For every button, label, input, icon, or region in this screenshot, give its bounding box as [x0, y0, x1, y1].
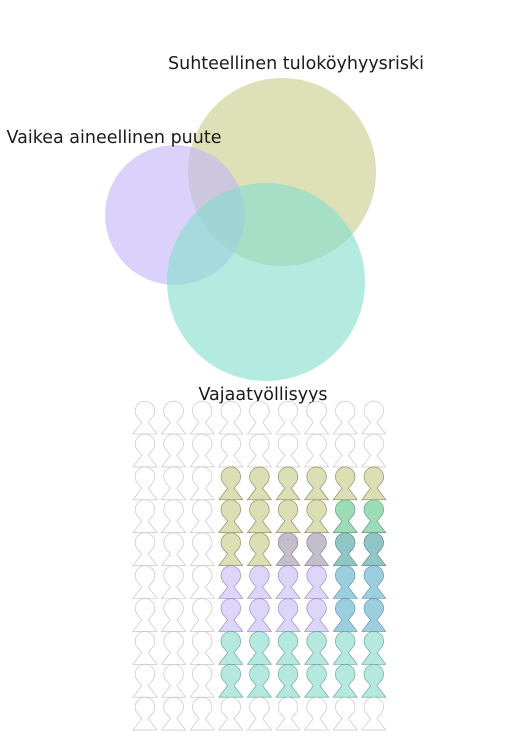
person-icon — [303, 532, 330, 566]
person-icon — [218, 664, 244, 698]
person-icon — [332, 400, 358, 435]
person-icon — [361, 565, 387, 599]
person-icon — [189, 532, 215, 566]
person-icon — [332, 598, 358, 632]
person-icon — [218, 532, 244, 566]
person-icon — [218, 565, 244, 599]
person-icon — [246, 696, 273, 731]
person-icon — [303, 466, 330, 501]
person-icon — [132, 532, 158, 566]
person-icon — [132, 433, 158, 468]
person-icon — [189, 631, 215, 665]
person-icon — [332, 532, 358, 566]
person-icon — [246, 466, 273, 501]
person-icon — [132, 499, 158, 534]
person-icon — [361, 696, 387, 731]
person-icon — [275, 532, 301, 566]
person-icon — [246, 664, 273, 698]
person-icon — [361, 631, 387, 665]
person-icon — [132, 400, 158, 435]
person-icon — [332, 433, 358, 468]
person-icon — [361, 466, 387, 501]
venn-diagram: Suhteellinen tuloköyhyysriski Vaikea ain… — [7, 54, 424, 405]
person-icon — [361, 532, 387, 566]
person-icon — [246, 598, 273, 632]
person-icon — [246, 433, 273, 468]
person-icon — [218, 499, 244, 534]
person-icon — [361, 664, 387, 698]
label-vajaatyöllisyys: Vajaatyöllisyys — [198, 385, 327, 405]
person-icon — [361, 433, 387, 468]
person-icon — [132, 565, 158, 599]
person-icon — [218, 598, 244, 632]
person-icon — [303, 400, 330, 435]
person-icon — [332, 466, 358, 501]
person-icon — [132, 664, 158, 698]
person-icon — [303, 433, 330, 468]
person-icon — [303, 664, 330, 698]
person-icon — [218, 400, 244, 435]
person-icon — [361, 598, 387, 632]
person-icon — [275, 466, 301, 501]
person-icon — [303, 565, 330, 599]
person-icon — [303, 499, 330, 534]
person-icon — [246, 532, 273, 566]
person-icon — [160, 499, 187, 534]
person-icon — [275, 696, 301, 731]
person-icon — [275, 499, 301, 534]
person-icon — [332, 565, 358, 599]
person-icon — [160, 400, 187, 435]
person-icon — [303, 598, 330, 632]
person-icon — [160, 565, 187, 599]
person-icon — [218, 433, 244, 468]
person-icon — [246, 499, 273, 534]
person-icon — [132, 598, 158, 632]
person-icon — [303, 696, 330, 731]
person-icon — [246, 400, 273, 435]
person-icon — [246, 631, 273, 665]
venn-circle-vajaatyöllisyys — [167, 183, 365, 381]
label-aineellinen-puute: Vaikea aineellinen puute — [7, 128, 222, 148]
person-icon — [275, 664, 301, 698]
person-icon — [132, 696, 158, 731]
person-icon — [246, 565, 273, 599]
person-icon — [303, 631, 330, 665]
person-icon — [160, 433, 187, 468]
person-icon — [189, 466, 215, 501]
pictogram-grid — [132, 400, 387, 731]
person-icon — [218, 696, 244, 731]
person-icon — [189, 696, 215, 731]
person-icon — [332, 696, 358, 731]
label-tuloköyhyysriski: Suhteellinen tuloköyhyysriski — [168, 54, 424, 74]
person-icon — [160, 631, 187, 665]
person-icon — [189, 664, 215, 698]
person-icon — [275, 565, 301, 599]
person-icon — [189, 433, 215, 468]
person-icon — [275, 433, 301, 468]
person-icon — [332, 631, 358, 665]
person-icon — [275, 400, 301, 435]
person-icon — [160, 696, 187, 731]
person-icon — [160, 466, 187, 501]
person-icon — [275, 631, 301, 665]
person-icon — [132, 631, 158, 665]
person-icon — [132, 466, 158, 501]
person-icon — [361, 400, 387, 435]
person-icon — [160, 664, 187, 698]
person-icon — [160, 598, 187, 632]
person-icon — [332, 664, 358, 698]
person-icon — [361, 499, 387, 534]
person-icon — [218, 466, 244, 501]
person-icon — [218, 631, 244, 665]
person-icon — [189, 400, 215, 435]
person-icon — [160, 532, 187, 566]
person-icon — [332, 499, 358, 534]
person-icon — [275, 598, 301, 632]
person-icon — [189, 598, 215, 632]
person-icon — [189, 565, 215, 599]
person-icon — [189, 499, 215, 534]
